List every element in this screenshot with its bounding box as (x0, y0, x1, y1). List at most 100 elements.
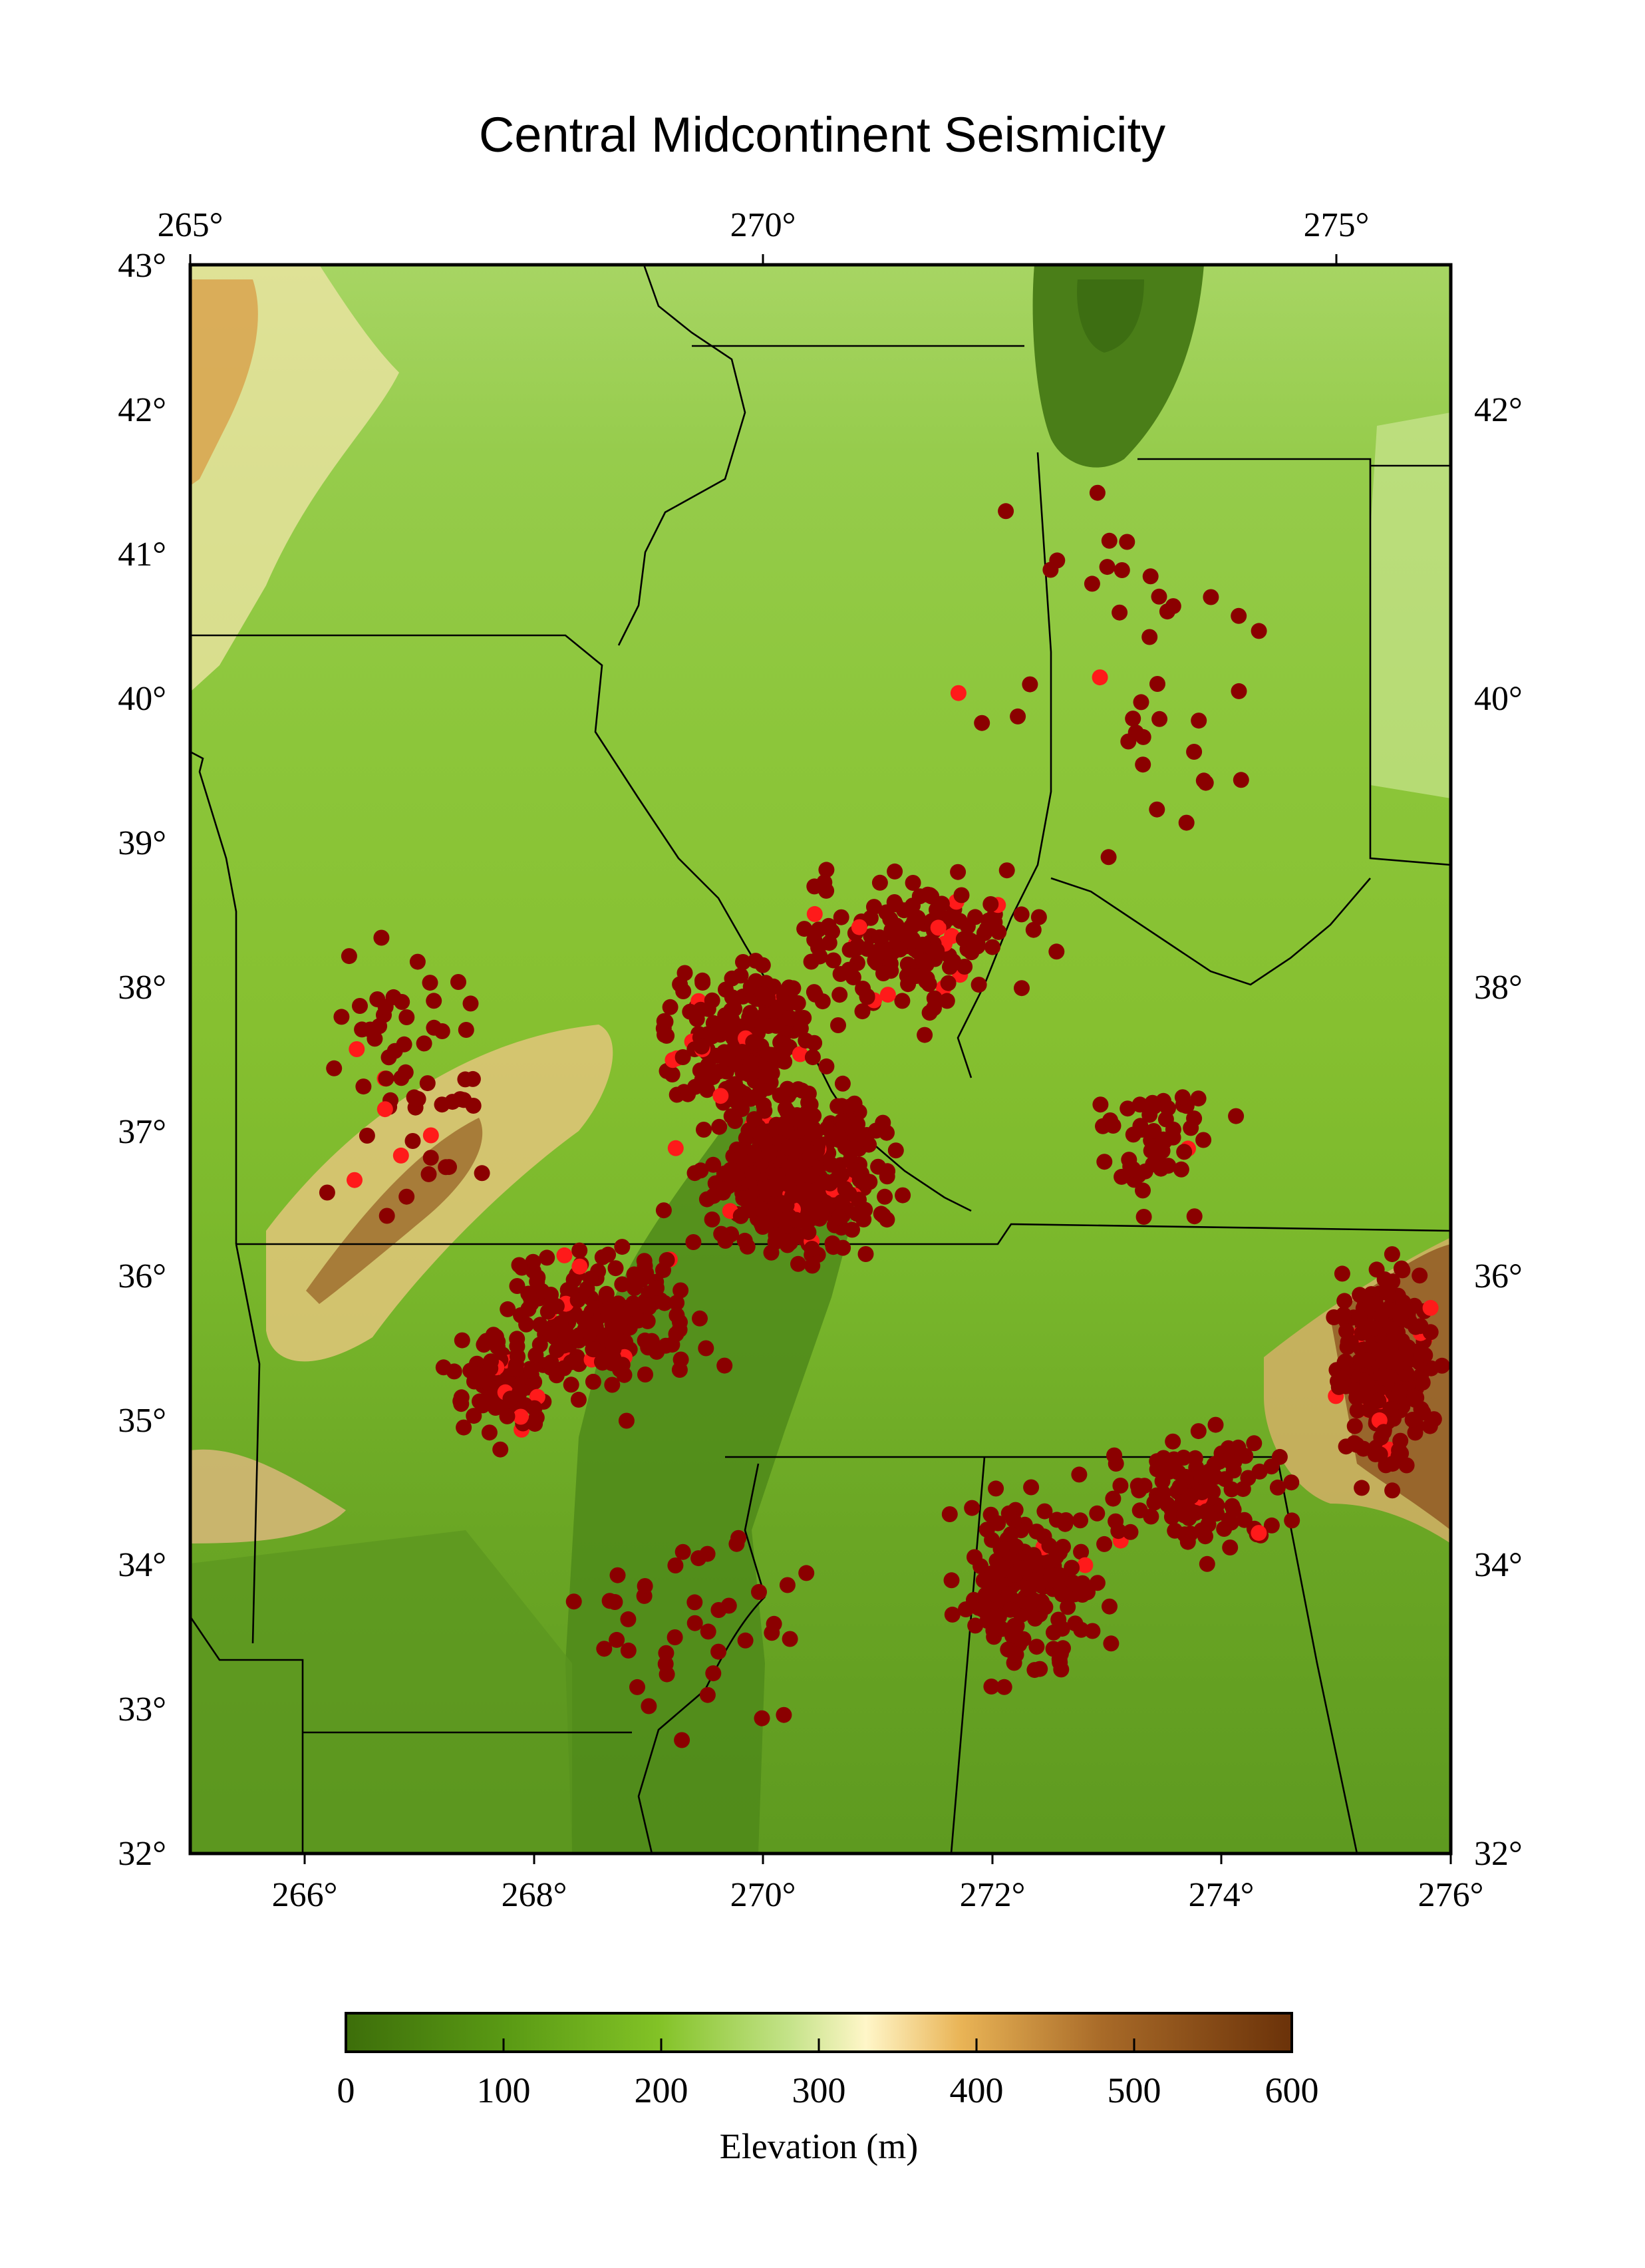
earthquake-dot (849, 1116, 866, 1132)
earthquake-dot (649, 1343, 665, 1360)
earthquake-dot (1366, 1320, 1383, 1337)
earthquake-dot (359, 1128, 375, 1144)
earthquake-dot (941, 947, 957, 964)
earthquake-dot (984, 939, 1000, 955)
earthquake-dot (1221, 1512, 1237, 1528)
bottom-tick-label: 268° (502, 1876, 567, 1914)
earthquake-dot (1048, 1573, 1065, 1589)
earthquake-dot (1153, 1160, 1169, 1177)
earthquake-dot (831, 987, 848, 1003)
earthquake-dot (469, 1367, 486, 1383)
earthquake-dot (1197, 1504, 1214, 1521)
earthquake-dot (917, 1027, 933, 1043)
earthquake-dot (674, 1543, 691, 1560)
earthquake-dot (570, 1391, 587, 1408)
earthquake-dot (798, 1033, 814, 1049)
earthquake-dot (629, 1679, 645, 1695)
earthquake-dot (352, 998, 368, 1014)
colorbar-tick-label: 100 (477, 2070, 531, 2110)
earthquake-dot (674, 1049, 691, 1065)
earthquake-dot (1122, 1524, 1139, 1540)
earthquake-dot (1048, 1512, 1065, 1528)
earthquake-dot (1336, 1293, 1353, 1309)
earthquake-dot (404, 1133, 421, 1149)
earthquake-dot (953, 887, 970, 903)
earthquake-dot (1084, 1623, 1101, 1639)
earthquake-dot (1269, 1479, 1286, 1496)
earthquake-dot (1102, 1598, 1118, 1615)
earthquake-dot (1135, 1182, 1151, 1199)
earthquake-dot (1186, 1110, 1203, 1127)
earthquake-dot (464, 1070, 481, 1087)
earthquake-dot (1179, 1534, 1196, 1550)
earthquake-dot (674, 1732, 690, 1748)
earthquake-dot (753, 1201, 770, 1217)
earthquake-dot (385, 989, 402, 1005)
earthquake-dot (659, 1252, 675, 1268)
earthquake-dot (549, 1342, 565, 1359)
earthquake-dot (1013, 906, 1030, 923)
earthquake-dot (699, 1082, 715, 1098)
earthquake-dot (779, 1577, 796, 1593)
earthquake-dot (349, 1041, 365, 1057)
earthquake-dot (895, 1187, 911, 1204)
earthquake-dot (971, 977, 987, 993)
earthquake-dot (563, 1377, 579, 1393)
bottom-tick-label: 276° (1418, 1876, 1484, 1914)
earthquake-dot (748, 973, 764, 989)
earthquake-dot (736, 1232, 753, 1249)
earthquake-dot (741, 1190, 758, 1206)
lake-michigan (1032, 265, 1204, 468)
earthquake-dot (1120, 1100, 1136, 1117)
earthquake-dot (1142, 568, 1159, 585)
earthquake-dot (1014, 1560, 1030, 1576)
earthquake-dot (1077, 1557, 1094, 1573)
earthquake-dot (623, 1300, 640, 1317)
earthquake-dot (722, 1078, 739, 1095)
earthquake-dot (542, 1326, 559, 1343)
earthquake-dot (614, 1239, 631, 1255)
earthquake-dot (757, 1132, 774, 1148)
earthquake-dot (692, 1310, 708, 1327)
colorbar-label: Elevation (m) (720, 2126, 918, 2166)
earthquake-dot (887, 863, 903, 880)
earthquake-dot (1337, 1353, 1354, 1370)
earthquake-dot (744, 1166, 761, 1182)
earthquake-dot (686, 1594, 703, 1611)
earthquake-dot (422, 1150, 439, 1166)
right-tick-label: 40° (1474, 680, 1523, 718)
earthquake-dot (605, 1350, 622, 1367)
highland-ozark-core (306, 1118, 483, 1304)
earthquake-dot (1096, 1536, 1113, 1552)
earthquake-dot (511, 1257, 527, 1273)
left-axis-labels: 43° 42° 41° 40° 39° 38° 37° 36° 35° 34° … (118, 247, 166, 1873)
earthquake-dot (1176, 1507, 1193, 1524)
earthquake-dot (669, 1307, 685, 1323)
earthquake-dot (804, 1241, 820, 1257)
earthquake-dot (704, 1212, 720, 1227)
earthquake-dot (454, 1332, 470, 1349)
earthquake-dot (614, 1276, 631, 1293)
earthquake-dot (1060, 1599, 1076, 1615)
earthquake-dot (1283, 1474, 1300, 1491)
earthquake-dot (788, 1158, 804, 1174)
earthquake-dot (526, 1400, 543, 1416)
earthquake-dot (810, 921, 827, 938)
earthquake-dot (722, 1162, 739, 1178)
earthquake-dot (409, 953, 426, 970)
earthquake-dot (1201, 1463, 1217, 1480)
earthquake-dot (571, 1242, 588, 1259)
earthquake-dot (607, 1260, 624, 1277)
earthquake-dot (1186, 744, 1203, 760)
earthquake-dot (754, 1710, 770, 1726)
earthquake-dot (373, 929, 390, 946)
earthquake-dot (700, 1056, 716, 1073)
earthquake-dot (1101, 532, 1118, 549)
earthquake-dot (1207, 1416, 1224, 1433)
earthquake-dot (1103, 1635, 1120, 1652)
earthquake-dot (601, 1593, 618, 1609)
earthquake-dot (844, 1221, 860, 1238)
earthquake-dot (483, 1389, 500, 1406)
earthquake-dot (830, 1017, 846, 1033)
